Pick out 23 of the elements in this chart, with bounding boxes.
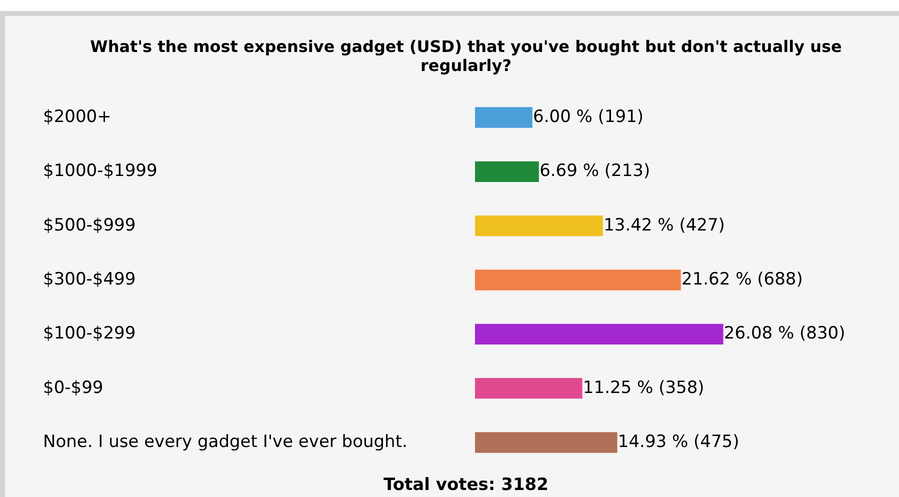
- bar: [475, 270, 681, 290]
- bar: [475, 378, 582, 399]
- data-label: 6.00 % (191): [533, 106, 644, 127]
- data-label: 6.69 % (213): [540, 161, 650, 182]
- data-label: 26.08 % (830): [724, 324, 846, 344]
- y-tick-label: $1000-$1999: [43, 161, 158, 182]
- text: Total votes: 3182: [384, 475, 548, 496]
- data-label: 11.25 % (358): [582, 378, 704, 398]
- data-label: 13.42 % (427): [604, 215, 725, 236]
- bar: [475, 324, 724, 344]
- y-tick-label: $500-$999: [43, 215, 136, 236]
- bar: [475, 107, 532, 128]
- bar: [475, 161, 539, 182]
- bar: [475, 216, 603, 236]
- y-tick-label: $0-$99: [43, 378, 104, 398]
- y-tick-label: $300-$499: [43, 269, 136, 290]
- chart-title: What's the most expensive gadget (USD) that you've bought but don't actually use regularly?: [90, 36, 842, 75]
- bar: [475, 432, 618, 453]
- data-label: 14.93 % (475): [618, 432, 740, 452]
- data-label: 21.62 % (688): [682, 269, 803, 290]
- y-tick-label: $2000+: [43, 106, 112, 127]
- y-tick-label: $100-$299: [43, 324, 136, 344]
- y-tick-label: None. I use every gadget I've ever bought.: [43, 432, 408, 452]
